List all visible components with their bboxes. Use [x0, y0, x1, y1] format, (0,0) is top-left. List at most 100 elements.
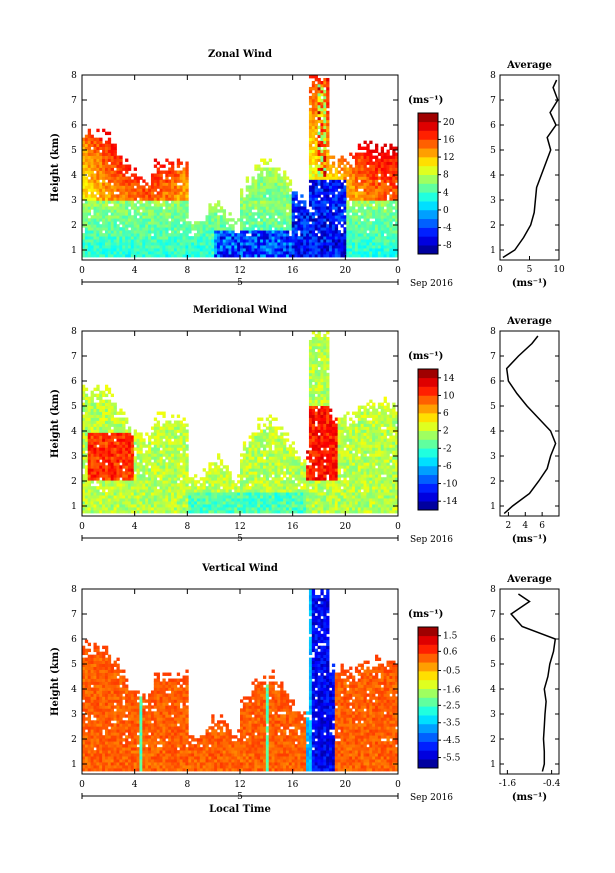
- heatmap-cell: [93, 251, 97, 255]
- heatmap-cell: [82, 233, 86, 237]
- heatmap-cell: [392, 197, 396, 201]
- heatmap-cell: [102, 167, 106, 171]
- colorbar-swatch: [418, 201, 438, 211]
- heatmap-cell: [185, 224, 189, 228]
- heatmap-cell: [380, 146, 385, 150]
- heatmap-cell: [156, 173, 160, 177]
- heatmap-cell: [162, 477, 166, 481]
- heatmap-cell: [133, 209, 137, 213]
- heatmap-cell: [320, 86, 324, 91]
- heatmap-cell: [139, 510, 143, 514]
- heatmap-cell: [84, 239, 89, 243]
- heatmap-cell: [228, 254, 232, 258]
- heatmap-cell: [122, 483, 126, 487]
- heatmap-cell: [320, 131, 324, 136]
- heatmap-cell: [122, 200, 126, 204]
- heatmap-cell: [156, 411, 160, 415]
- heatmap-cell: [257, 495, 261, 499]
- heatmap-cell: [119, 197, 123, 201]
- heatmap-cell: [211, 227, 215, 231]
- heatmap-cell: [251, 444, 255, 448]
- heatmap-cell: [260, 489, 264, 493]
- heatmap-cell: [127, 167, 132, 171]
- heatmap-cell: [82, 209, 86, 213]
- heatmap-cell: [139, 233, 143, 237]
- heatmap-cell: [386, 251, 390, 255]
- heatmap-cell: [96, 498, 100, 502]
- heatmap-cell: [130, 441, 135, 445]
- heatmap-cell: [179, 447, 183, 451]
- heatmap-cell: [222, 242, 227, 246]
- heatmap-cell: [337, 176, 341, 180]
- heatmap-cell: [90, 230, 94, 234]
- heatmap-cell: [133, 212, 137, 216]
- heatmap-cell: [300, 227, 304, 231]
- heatmap-cell: [225, 465, 229, 469]
- heatmap-cell: [245, 489, 250, 493]
- heatmap-cell: [194, 239, 198, 243]
- heatmap-cell: [82, 456, 86, 460]
- heatmap-cell: [395, 227, 399, 231]
- heatmap-cell: [125, 224, 129, 228]
- heatmap-cell: [343, 176, 347, 180]
- heatmap-cell: [102, 227, 106, 231]
- x-tick-label: 8: [184, 266, 190, 276]
- heatmap-cell: [159, 188, 163, 192]
- heatmap-cell: [182, 209, 186, 213]
- heatmap-cell: [291, 251, 295, 255]
- heatmap-cell: [127, 438, 132, 442]
- heatmap-cell: [96, 486, 100, 490]
- heatmap-cell: [188, 245, 192, 249]
- heatmap-cell: [93, 411, 97, 415]
- heatmap-cell: [127, 495, 132, 499]
- heatmap-cell: [366, 227, 370, 231]
- heatmap-cell: [254, 498, 258, 502]
- heatmap-cell: [191, 495, 195, 499]
- heatmap-cell: [214, 203, 218, 207]
- heatmap-cell: [271, 492, 275, 496]
- heatmap-cell: [317, 236, 321, 240]
- heatmap-cell: [377, 170, 382, 174]
- heatmap-cell: [90, 495, 94, 499]
- heatmap-cell: [84, 203, 89, 207]
- heatmap-cell: [127, 429, 132, 433]
- heatmap-cell: [205, 227, 209, 231]
- heatmap-cell: [354, 194, 359, 198]
- heatmap-cell: [133, 227, 137, 231]
- heatmap-cell: [125, 179, 129, 183]
- heatmap-cell: [326, 110, 330, 115]
- heatmap-cell: [271, 236, 275, 240]
- heatmap-cell: [93, 426, 97, 430]
- heatmap-cell: [308, 128, 313, 133]
- heatmap-cell: [311, 170, 316, 174]
- heatmap-cell: [329, 251, 333, 255]
- heatmap-cell: [127, 200, 132, 204]
- heatmap-cell: [136, 465, 140, 469]
- heatmap-cell: [222, 215, 227, 219]
- heatmap-cell: [392, 149, 396, 153]
- heatmap-cell: [176, 420, 181, 424]
- heatmap-cell: [148, 444, 152, 448]
- heatmap-cell: [104, 459, 109, 463]
- heatmap-cell: [87, 402, 92, 406]
- heatmap-cell: [383, 161, 387, 165]
- heatmap-cell: [386, 206, 390, 210]
- heatmap-cell: [214, 507, 218, 511]
- heatmap-cell: [217, 480, 221, 484]
- heatmap-cell: [162, 429, 166, 433]
- heatmap-cell: [104, 465, 109, 469]
- heatmap-cell: [208, 215, 212, 219]
- heatmap-cell: [96, 411, 100, 415]
- heatmap-cell: [119, 236, 123, 240]
- heatmap-cell: [102, 179, 106, 183]
- heatmap-cell: [125, 450, 129, 454]
- heatmap-cell: [357, 218, 362, 222]
- heatmap-cell: [159, 510, 163, 514]
- heatmap-cell: [96, 164, 100, 168]
- heatmap-cell: [102, 408, 106, 412]
- heatmap-cell: [268, 227, 272, 231]
- heatmap-cell: [265, 444, 270, 448]
- heatmap-cell: [196, 489, 201, 493]
- heatmap-cell: [145, 504, 149, 508]
- heatmap-cell: [372, 197, 376, 201]
